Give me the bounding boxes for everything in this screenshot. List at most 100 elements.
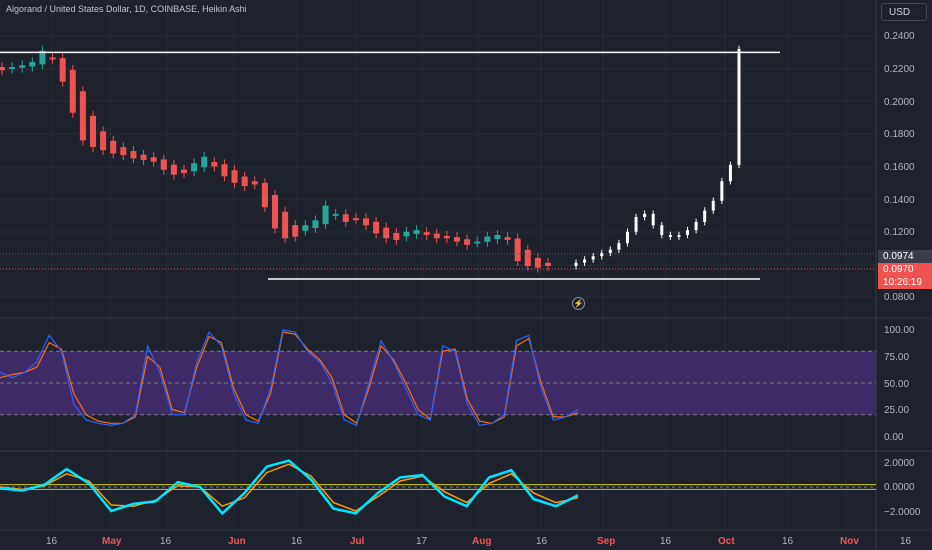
- price-candle: [150, 157, 157, 162]
- price-candle: [49, 57, 56, 60]
- price-candle: [251, 181, 258, 185]
- price-candle: [160, 159, 167, 170]
- projection-candle: [634, 217, 638, 232]
- time-axis-label: 17: [416, 536, 428, 547]
- price-candle: [322, 205, 329, 225]
- projection-candle: [686, 230, 690, 236]
- osc-axis-label: 0.0000: [884, 482, 915, 493]
- projection-candle: [668, 235, 672, 238]
- price-candle: [383, 227, 390, 239]
- projection-candle: [651, 213, 655, 226]
- time-axis-label: 16: [46, 536, 58, 547]
- lightning-icon[interactable]: ⚡: [572, 297, 585, 310]
- time-axis-label: 16: [160, 536, 172, 547]
- price-axis-label: 0.1400: [884, 195, 915, 206]
- price-candle: [302, 225, 309, 231]
- stoch-d-line: [0, 331, 579, 425]
- projection-candle: [574, 262, 578, 267]
- time-axis-label: Oct: [718, 536, 735, 547]
- price-candle: [140, 154, 147, 160]
- price-candle: [474, 241, 481, 244]
- price-candle: [191, 163, 198, 172]
- price-candle: [504, 237, 511, 240]
- price-axis-label: 0.0800: [884, 292, 915, 303]
- price-candle: [373, 221, 380, 234]
- osc-axis-label: −2.0000: [884, 507, 921, 518]
- price-candle: [0, 66, 5, 71]
- price-candle: [69, 69, 76, 113]
- price-candle: [494, 235, 501, 240]
- time-axis-label: 16: [900, 536, 912, 547]
- price-candle: [443, 235, 450, 239]
- price-candle: [79, 91, 86, 141]
- stoch-axis-label: 0.00: [884, 432, 904, 443]
- price-candle: [110, 140, 117, 154]
- projection-candle: [591, 256, 595, 260]
- price-candle: [221, 164, 228, 177]
- projection-candle: [711, 200, 715, 211]
- price-candle: [272, 195, 278, 229]
- price-candle: [261, 182, 268, 208]
- time-axis-label: Aug: [472, 536, 492, 547]
- price-candle: [282, 211, 289, 239]
- price-candle: [332, 213, 339, 216]
- stoch-axis-label: 50.00: [884, 379, 910, 390]
- price-candle: [211, 161, 218, 167]
- price-candle: [59, 58, 66, 82]
- price-candle: [120, 147, 127, 156]
- price-candle: [363, 218, 369, 226]
- projection-candle: [728, 164, 732, 182]
- stoch-axis-label: 25.00: [884, 405, 910, 416]
- stoch-k-line: [0, 329, 579, 427]
- price-candle: [29, 62, 36, 67]
- price-candle: [524, 249, 531, 267]
- projection-candle: [583, 259, 587, 263]
- projection-candle: [643, 213, 647, 218]
- price-axis-label: 0.1200: [884, 227, 915, 238]
- time-axis-label: 16: [536, 536, 548, 547]
- price-candle: [312, 220, 319, 229]
- price-candle: [130, 151, 137, 159]
- price-candle: [241, 176, 248, 187]
- price-candle: [9, 66, 16, 69]
- projection-candle: [703, 210, 707, 222]
- stoch-axis-label: 100.00: [884, 325, 915, 336]
- price-axis-label: 0.2000: [884, 97, 915, 108]
- price-candle: [90, 115, 96, 147]
- price-axis-label: 0.1800: [884, 129, 915, 140]
- price-candle: [433, 233, 440, 239]
- projection-candle: [677, 235, 681, 238]
- price-candle: [484, 236, 491, 242]
- time-axis-label: 16: [660, 536, 672, 547]
- price-candle: [292, 225, 299, 237]
- projection-candle: [694, 221, 698, 231]
- osc-fast-line: [0, 459, 579, 516]
- price-candle: [170, 164, 177, 175]
- price-candle: [545, 262, 551, 267]
- price-candle: [19, 65, 26, 68]
- osc-axis-label: 2.0000: [884, 458, 915, 469]
- price-candle: [514, 238, 521, 262]
- time-axis-label: Jul: [350, 536, 365, 547]
- price-candle: [352, 218, 359, 221]
- price-candle: [393, 232, 400, 240]
- price-candle: [342, 214, 349, 222]
- price-candle: [201, 156, 208, 168]
- price-candle: [403, 231, 410, 237]
- projection-candle: [720, 181, 724, 201]
- currency-button[interactable]: USD: [881, 3, 927, 21]
- time-axis-label: Sep: [597, 536, 616, 547]
- projection-candle: [608, 249, 612, 253]
- projection-candle: [617, 243, 621, 250]
- countdown-tag: 10:26:19: [878, 276, 932, 289]
- stoch-axis-label: 75.00: [884, 352, 910, 363]
- time-axis-label: 16: [291, 536, 303, 547]
- price-candle: [423, 232, 430, 236]
- price-candle: [39, 50, 46, 65]
- time-axis-label: Nov: [840, 536, 859, 547]
- price-candle: [454, 237, 460, 242]
- price-candle: [181, 169, 187, 174]
- price-candle: [413, 230, 420, 235]
- time-axis-label: 16: [782, 536, 794, 547]
